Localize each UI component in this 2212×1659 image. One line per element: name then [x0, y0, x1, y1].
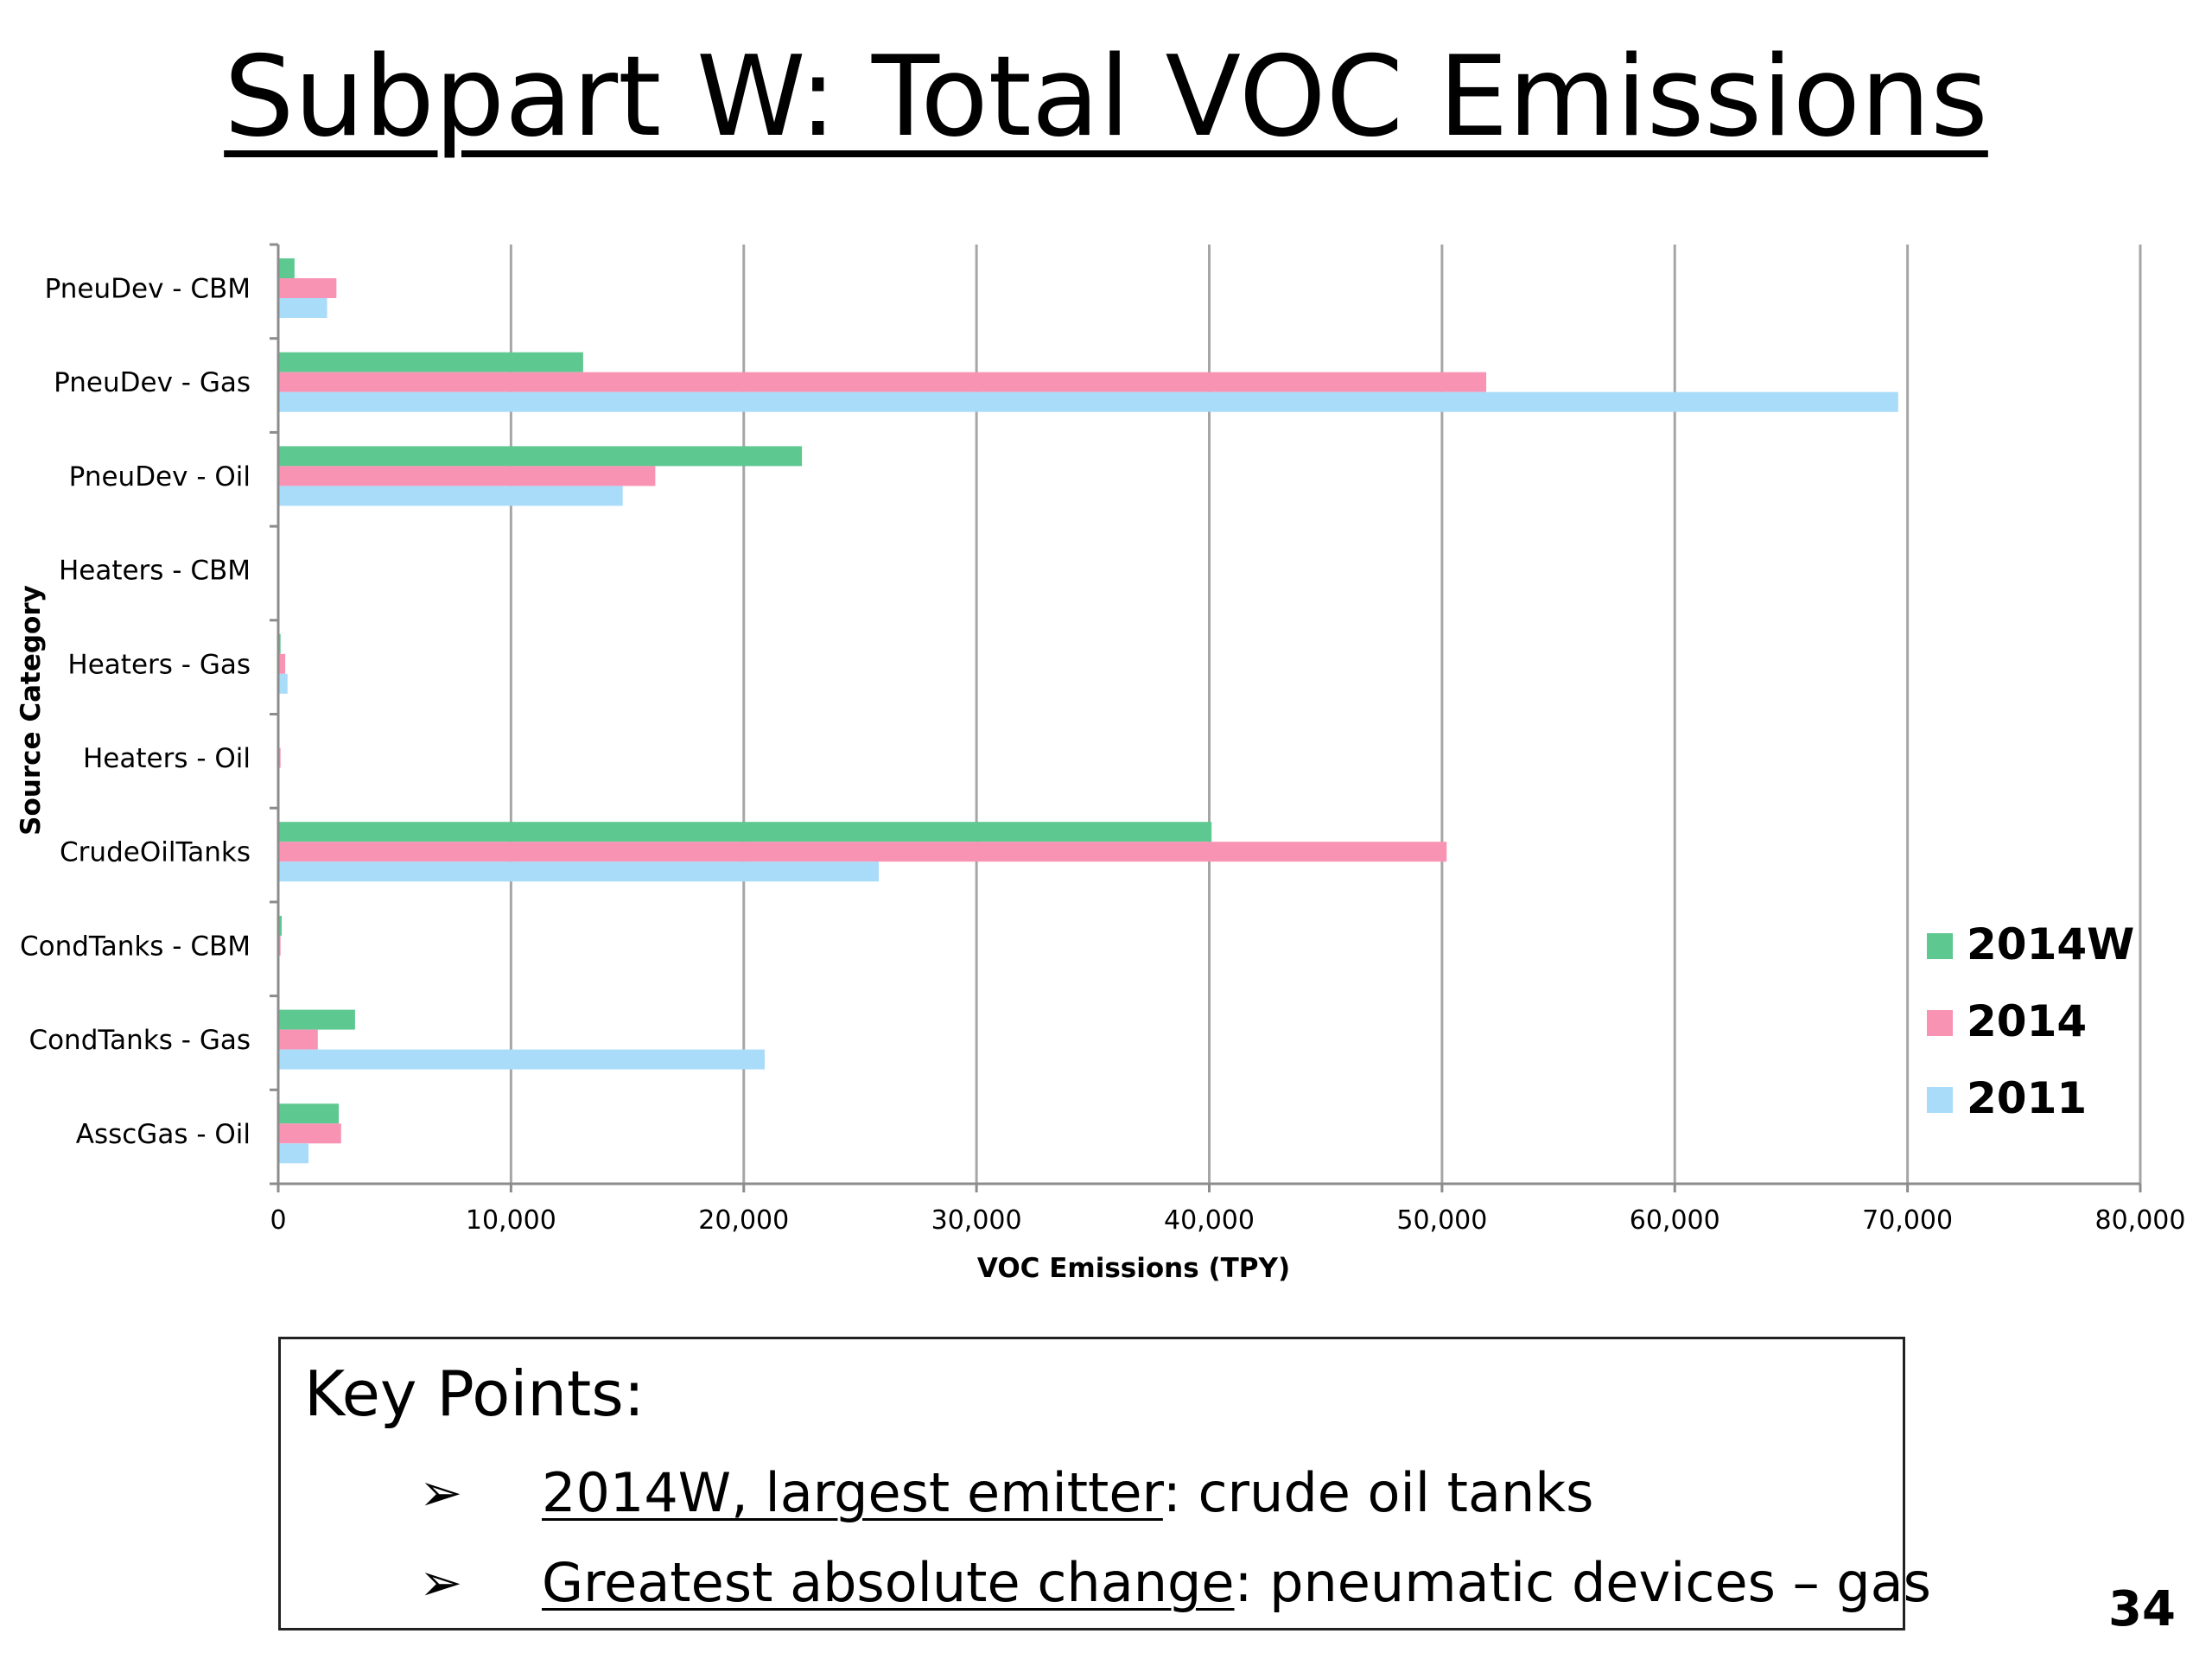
legend-swatch: [1927, 933, 1953, 959]
axes: [270, 243, 2142, 1192]
x-tick-label: 30,000: [931, 1205, 1022, 1236]
bar-2014w: [278, 915, 283, 936]
bar-2011: [278, 298, 327, 318]
x-tick-label: 60,000: [1630, 1205, 1720, 1236]
bar-2011: [278, 391, 1898, 412]
bar-2014: [278, 278, 337, 298]
slide-title: Subpart W: Total VOC Emissions: [224, 33, 1988, 162]
page-number: 34: [2108, 1581, 2176, 1637]
arrow-bullet-icon: ➢: [419, 1553, 463, 1613]
category-label: AsscGas - Oil: [76, 1119, 251, 1150]
key-point-text: 2014W, largest emitter: crude oil tanks: [542, 1459, 1593, 1528]
bar-2014w: [278, 258, 295, 278]
legend-label: 2014W: [1967, 919, 2134, 969]
bar-2011: [278, 1143, 309, 1164]
category-label: Heaters - Oil: [83, 743, 251, 774]
key-point-rest: : pneumatic devices – gas: [1234, 1551, 1931, 1614]
y-axis-label: Source Category: [16, 585, 47, 836]
bar-2014: [278, 466, 656, 486]
category-label: Heaters - CBM: [59, 556, 251, 587]
bar-2014: [278, 1029, 318, 1050]
legend-swatch: [1927, 1087, 1953, 1113]
bar-2014: [278, 842, 1447, 862]
x-tick-label: 50,000: [1396, 1205, 1487, 1236]
bar-2011: [278, 861, 879, 882]
key-point-rest: : crude oil tanks: [1162, 1461, 1594, 1524]
category-label: CondTanks - Gas: [29, 1025, 251, 1056]
x-axis-label: VOC Emissions (TPY): [977, 1253, 1290, 1284]
legend-label: 2014: [1967, 996, 2087, 1046]
category-label: PneuDev - CBM: [45, 274, 251, 305]
x-tick-label: 20,000: [698, 1205, 789, 1236]
bar-2014: [278, 372, 1487, 392]
key-points-heading: Key Points:: [304, 1357, 645, 1430]
bar-2014: [278, 653, 286, 674]
chart-legend: 2014W 2014 2011: [1927, 919, 2134, 1123]
x-tick-label: 70,000: [1862, 1205, 1953, 1236]
key-point-lead: 2014W, largest emitter: [542, 1461, 1163, 1524]
legend-label: 2011: [1967, 1073, 2087, 1123]
bar-2014w: [278, 1009, 355, 1030]
x-tick-label: 10,000: [466, 1205, 556, 1236]
category-label: CondTanks - CBM: [20, 931, 251, 962]
x-tick-label: 80,000: [2095, 1205, 2186, 1236]
key-point-text: Greatest absolute change: pneumatic devi…: [542, 1548, 1931, 1618]
category-label: PneuDev - Gas: [54, 367, 251, 398]
category-label: Heaters - Gas: [67, 649, 251, 680]
arrow-bullet-icon: ➢: [419, 1463, 463, 1523]
bar-2014w: [278, 1103, 340, 1124]
bar-2014w: [278, 822, 1212, 842]
bar-2014w: [278, 446, 803, 467]
voc-emissions-bar-chart: 0 10,000 20,000 30,000 40,000 50,000 60,000 70,…: [16, 243, 2185, 1284]
legend-swatch: [1927, 1010, 1953, 1036]
bar-2011: [278, 486, 623, 506]
x-tick-label: 0: [270, 1205, 286, 1236]
bar-2014: [278, 1123, 341, 1144]
category-label: PneuDev - Oil: [69, 461, 251, 493]
bar-2011: [278, 673, 288, 694]
key-points-box: Key Points: ➢ 2014W, largest emitter: cr…: [278, 1337, 1931, 1630]
bar-2011: [278, 1049, 765, 1070]
y-category-labels: PneuDev - CBM PneuDev - Gas PneuDev - Oil H…: [20, 274, 251, 1150]
category-label: CrudeOilTanks: [60, 837, 251, 868]
x-tick-labels: 0 10,000 20,000 30,000 40,000 50,000 60,000 70,…: [270, 1205, 2185, 1236]
bar-2014w: [278, 352, 583, 372]
x-tick-label: 40,000: [1164, 1205, 1255, 1236]
bars: [278, 258, 1898, 1164]
key-point-lead: Greatest absolute change: [542, 1551, 1235, 1614]
